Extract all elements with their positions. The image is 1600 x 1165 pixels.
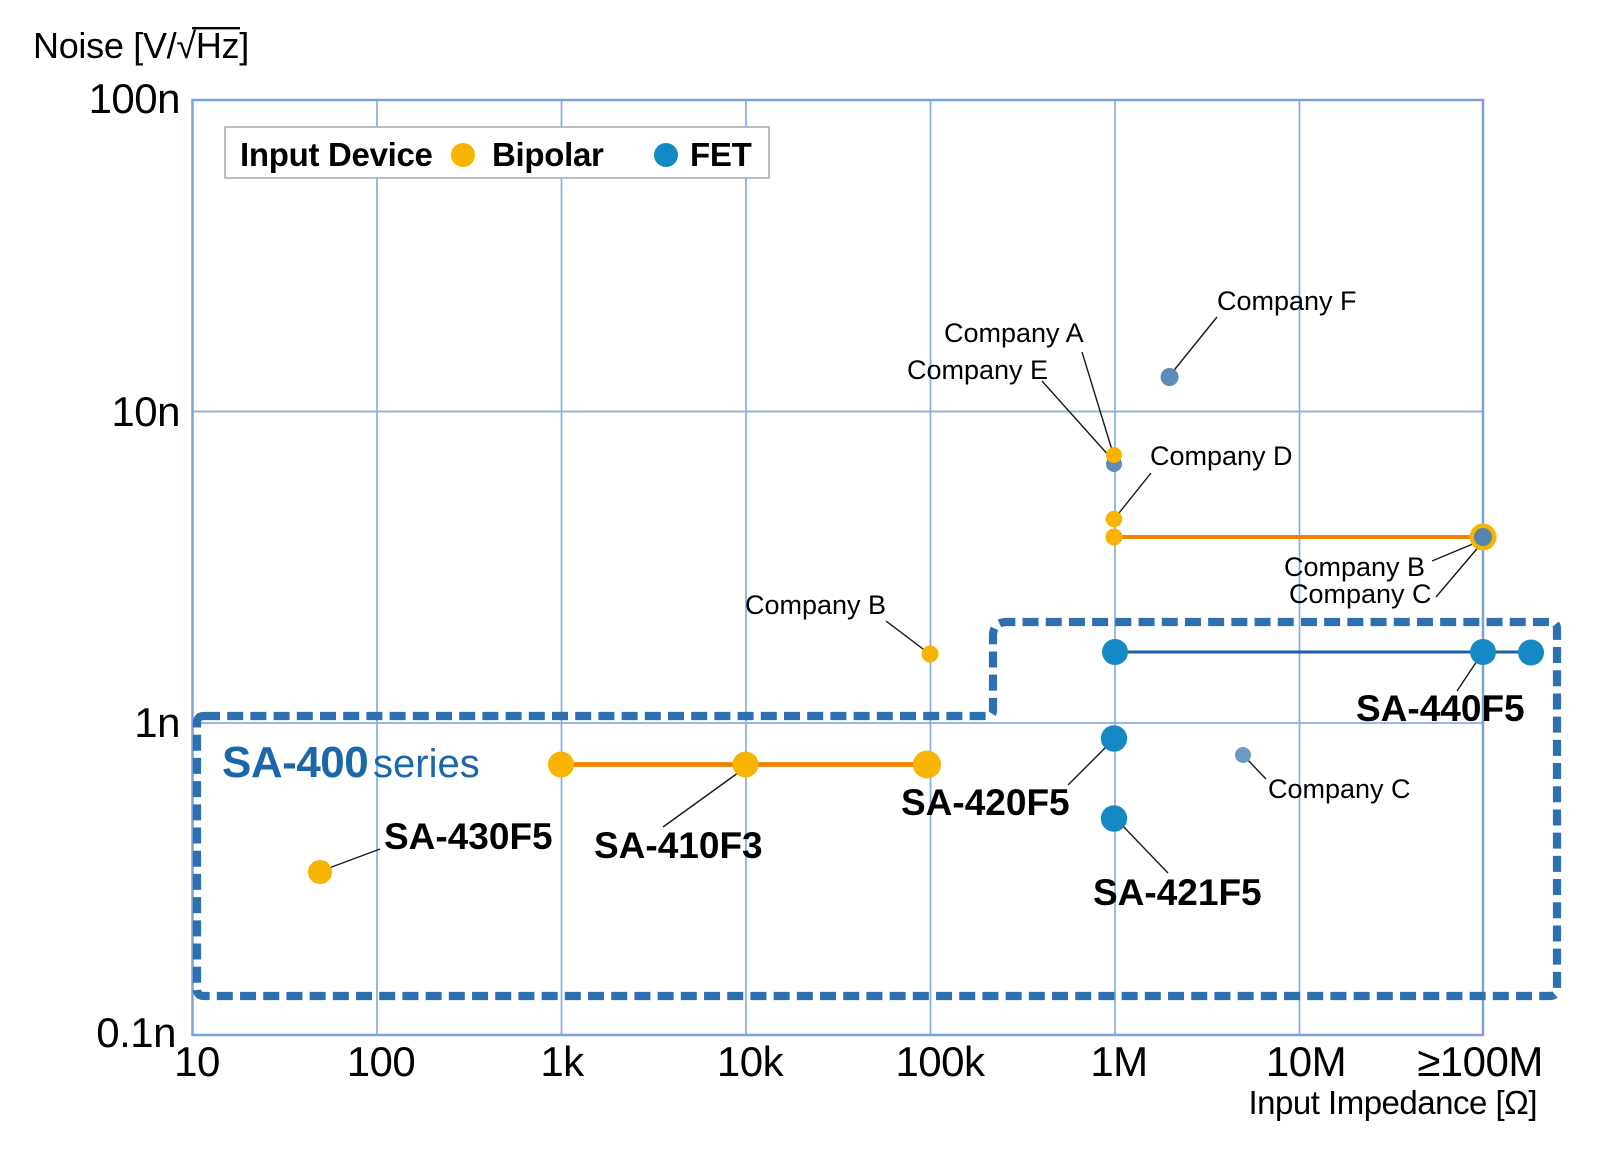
svg-text:Company A: Company A — [944, 318, 1084, 348]
svg-text:Company D: Company D — [1150, 441, 1293, 471]
svg-text:10k: 10k — [717, 1038, 785, 1085]
svg-text:FET: FET — [690, 136, 752, 173]
svg-text:Company B: Company B — [745, 590, 886, 620]
svg-text:Company C: Company C — [1289, 579, 1432, 609]
svg-text:Company F: Company F — [1217, 286, 1357, 316]
svg-text:1k: 1k — [540, 1038, 585, 1085]
svg-text:SA-430F5: SA-430F5 — [384, 816, 553, 857]
svg-text:100n: 100n — [89, 75, 180, 122]
svg-text:10n: 10n — [111, 388, 180, 435]
svg-text:SA-421F5: SA-421F5 — [1093, 872, 1262, 913]
svg-text:Company C: Company C — [1268, 774, 1411, 804]
svg-text:≥100M: ≥100M — [1417, 1038, 1543, 1085]
svg-text:SA-400: SA-400 — [222, 738, 368, 787]
svg-text:SA-440F5: SA-440F5 — [1356, 688, 1525, 729]
svg-text:10M: 10M — [1266, 1038, 1346, 1085]
svg-text:Input Impedance [Ω]: Input Impedance [Ω] — [1248, 1084, 1537, 1121]
svg-text:Company B: Company B — [1284, 552, 1425, 582]
svg-text:1n: 1n — [134, 699, 180, 746]
svg-text:100: 100 — [347, 1038, 416, 1085]
svg-text:Bipolar: Bipolar — [492, 136, 604, 173]
svg-text:1M: 1M — [1090, 1038, 1147, 1085]
svg-text:100k: 100k — [895, 1038, 986, 1085]
svg-text:Company E: Company E — [907, 355, 1048, 385]
svg-text:Input Device: Input Device — [240, 136, 433, 173]
svg-text:SA-420F5: SA-420F5 — [901, 782, 1070, 823]
svg-text:0.1n: 0.1n — [96, 1009, 176, 1056]
svg-text:series: series — [373, 742, 480, 786]
svg-text:Noise [V/√Hz]: Noise [V/√Hz] — [33, 25, 249, 66]
svg-text:SA-410F3: SA-410F3 — [594, 825, 763, 866]
svg-text:10: 10 — [174, 1038, 220, 1085]
